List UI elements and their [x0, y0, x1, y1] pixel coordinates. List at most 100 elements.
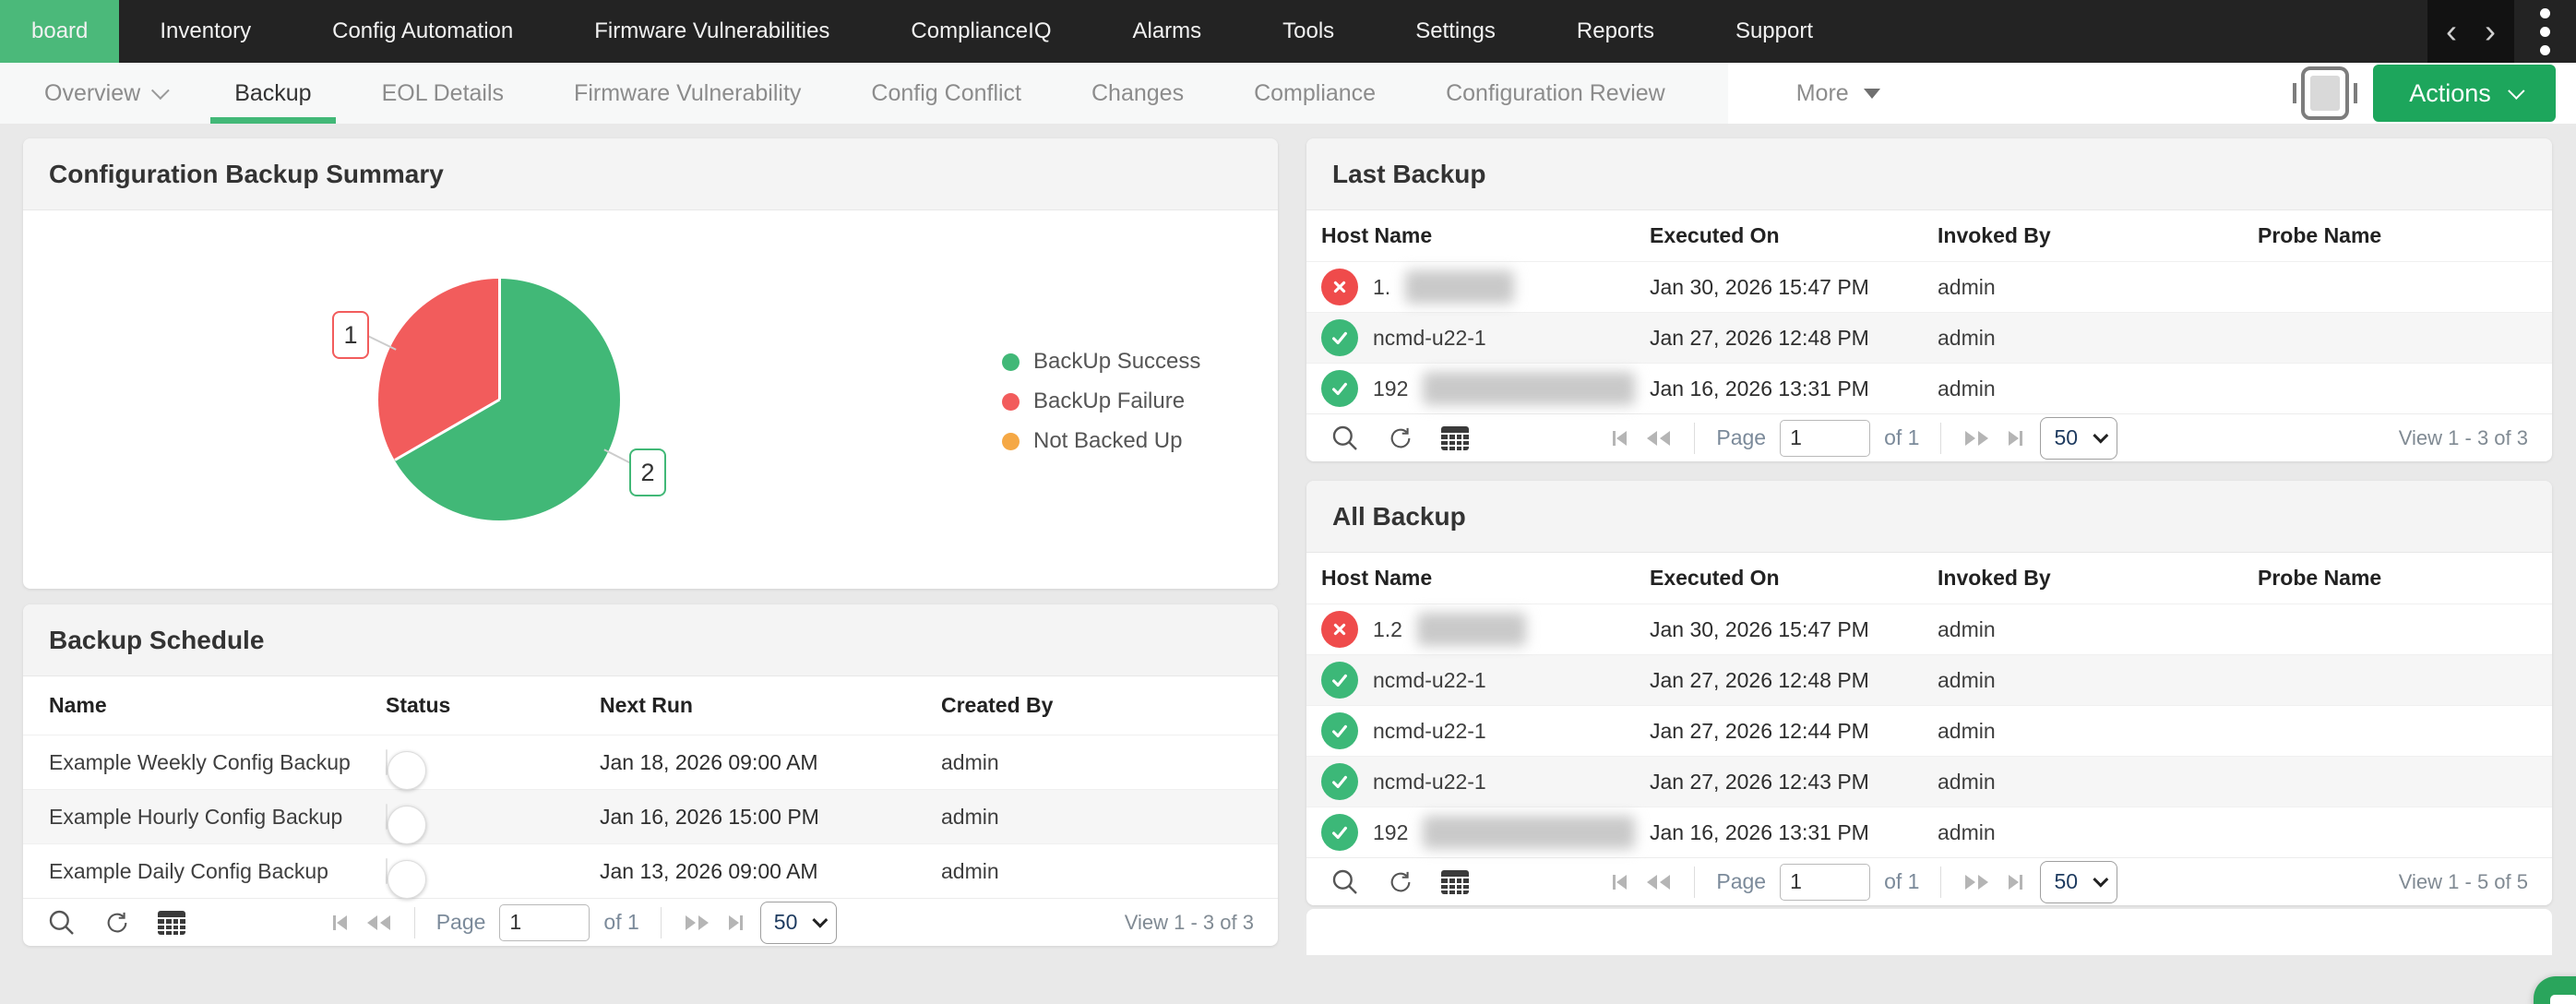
last-page-icon[interactable]: [2004, 871, 2026, 893]
page-size-select[interactable]: 50: [2040, 416, 2118, 460]
invoked-by-value: admin: [1938, 718, 1996, 743]
page-number-input[interactable]: [1780, 419, 1871, 457]
chart-legend: BackUp Success BackUp Failure Not Backed…: [1002, 349, 1200, 468]
refresh-icon[interactable]: [1388, 869, 1413, 895]
previous-page-icon[interactable]: [365, 912, 393, 934]
backup-success-icon: [1321, 370, 1358, 407]
next-page-icon[interactable]: [1962, 427, 1990, 449]
page-number-input[interactable]: [499, 903, 590, 941]
tab-backup[interactable]: Backup: [199, 63, 346, 124]
legend-item-backup-success[interactable]: BackUp Success: [1002, 349, 1200, 375]
tab-firmware-vulnerability[interactable]: Firmware Vulnerability: [539, 63, 836, 124]
nav-item-alarms[interactable]: Alarms: [1132, 18, 1202, 43]
page-size-value: 50: [2054, 425, 2079, 449]
previous-page-icon[interactable]: [1645, 871, 1673, 893]
overflow-menu-icon[interactable]: [2514, 0, 2576, 63]
backup-success-icon: [1321, 662, 1358, 699]
tab-changes[interactable]: Changes: [1056, 63, 1219, 124]
next-run-value: Jan 18, 2026 09:00 AM: [600, 749, 818, 774]
caret-down-icon: [1863, 88, 1880, 99]
next-page-icon[interactable]: [683, 912, 710, 934]
last-page-icon[interactable]: [724, 912, 746, 934]
page-size-select[interactable]: 50: [759, 901, 838, 944]
executed-on-value: Jan 30, 2026 15:47 PM: [1650, 274, 1869, 299]
status-toggle[interactable]: [386, 803, 426, 844]
nav-item-reports[interactable]: Reports: [1576, 18, 1654, 43]
first-page-icon[interactable]: [1609, 427, 1631, 449]
status-toggle[interactable]: [386, 748, 426, 790]
last-backup-panel: Last Backup Host Name Executed On Invoke…: [1306, 138, 2552, 461]
tab-configuration-review[interactable]: Configuration Review: [1411, 63, 1700, 124]
nav-spacer: [1854, 0, 2427, 63]
tab-compliance[interactable]: Compliance: [1219, 63, 1411, 124]
status-toggle[interactable]: [386, 857, 426, 899]
table-row: Example Daily Config Backup Jan 13, 2026…: [23, 843, 1278, 899]
last-page-icon[interactable]: [2004, 427, 2026, 449]
tab-overview[interactable]: Overview: [9, 63, 199, 124]
page-number-input[interactable]: [1780, 863, 1871, 901]
backup-failure-icon: [1321, 269, 1358, 305]
executed-on-value: Jan 27, 2026 12:48 PM: [1650, 325, 1869, 350]
previous-page-icon[interactable]: [1645, 427, 1673, 449]
first-page-icon[interactable]: [1609, 871, 1631, 893]
tab-firmware-vulnerability-label: Firmware Vulnerability: [574, 79, 802, 106]
search-icon[interactable]: [47, 908, 77, 938]
pagination: Page of 1 50: [1609, 860, 2118, 903]
first-page-icon[interactable]: [329, 912, 352, 934]
nav-item-settings[interactable]: Settings: [1415, 18, 1496, 43]
next-run-value: Jan 16, 2026 15:00 PM: [600, 804, 819, 829]
next-page-icon[interactable]: [1962, 871, 1990, 893]
backup-summary-pie-chart[interactable]: [378, 279, 620, 520]
legend-dot-red: [1002, 392, 1020, 411]
chat-icon: [2550, 995, 2576, 1004]
tab-more[interactable]: More: [1761, 63, 1915, 124]
nav-item-firmware-vulnerabilities[interactable]: Firmware Vulnerabilities: [594, 18, 830, 43]
host-name-link[interactable]: 192: [1373, 819, 1409, 844]
host-name-link[interactable]: ncmd-u22-1: [1373, 667, 1486, 692]
backup-failure-icon: [1321, 611, 1358, 648]
grid-view-icon[interactable]: [1441, 425, 1469, 450]
nav-item-support[interactable]: Support: [1735, 18, 1814, 43]
tab-config-conflict[interactable]: Config Conflict: [836, 63, 1056, 124]
grid-view-icon[interactable]: [1441, 869, 1469, 894]
legend-item-not-backed-up[interactable]: Not Backed Up: [1002, 428, 1200, 454]
chevron-down-icon: [151, 81, 170, 101]
tab-compliance-label: Compliance: [1254, 79, 1377, 106]
divider: [1940, 866, 1942, 898]
search-icon[interactable]: [1330, 424, 1360, 453]
tab-changes-label: Changes: [1091, 79, 1185, 106]
nav-item-tools[interactable]: Tools: [1282, 18, 1335, 43]
nav-item-config-automation[interactable]: Config Automation: [332, 18, 514, 43]
host-name-link[interactable]: ncmd-u22-1: [1373, 718, 1486, 743]
invoked-by-value: admin: [1938, 819, 1996, 844]
legend-dot-green: [1002, 353, 1020, 371]
search-icon[interactable]: [1330, 867, 1360, 897]
actions-button[interactable]: Actions: [2373, 65, 2556, 122]
nav-item-dashboard[interactable]: board: [0, 0, 120, 63]
legend-label: BackUp Success: [1033, 349, 1201, 374]
nav-item-complianceiq[interactable]: ComplianceIQ: [911, 18, 1052, 43]
table-row: 192 Jan 16, 2026 13:31 PM admin: [1306, 363, 2552, 413]
chat-button[interactable]: [2534, 976, 2576, 1004]
grid-view-icon[interactable]: [158, 910, 185, 935]
view-range-text: View 1 - 5 of 5: [2398, 869, 2528, 893]
refresh-icon[interactable]: [1388, 425, 1413, 451]
host-name-link[interactable]: 192: [1373, 376, 1409, 400]
chevron-left-icon[interactable]: ‹: [2446, 12, 2457, 50]
nav-item-inventory[interactable]: Inventory: [160, 18, 252, 43]
panel-title: Configuration Backup Summary: [23, 138, 1278, 210]
slideshow-view-icon[interactable]: [2293, 66, 2357, 120]
host-name-link[interactable]: 1.2: [1373, 616, 1402, 641]
tab-eol-details[interactable]: EOL Details: [347, 63, 539, 124]
host-name-link[interactable]: ncmd-u22-1: [1373, 769, 1486, 794]
tab-config-conflict-label: Config Conflict: [871, 79, 1021, 106]
table-row: ncmd-u22-1 Jan 27, 2026 12:44 PM admin: [1306, 705, 2552, 756]
page-size-select[interactable]: 50: [2040, 860, 2118, 903]
chevron-right-icon[interactable]: ›: [2485, 12, 2496, 50]
divider: [1694, 422, 1696, 454]
refresh-icon[interactable]: [104, 910, 130, 936]
table-row: ncmd-u22-1 Jan 27, 2026 12:48 PM admin: [1306, 654, 2552, 705]
legend-item-backup-failure[interactable]: BackUp Failure: [1002, 388, 1200, 414]
host-name-link[interactable]: ncmd-u22-1: [1373, 325, 1486, 350]
host-name-link[interactable]: 1.: [1373, 274, 1391, 299]
